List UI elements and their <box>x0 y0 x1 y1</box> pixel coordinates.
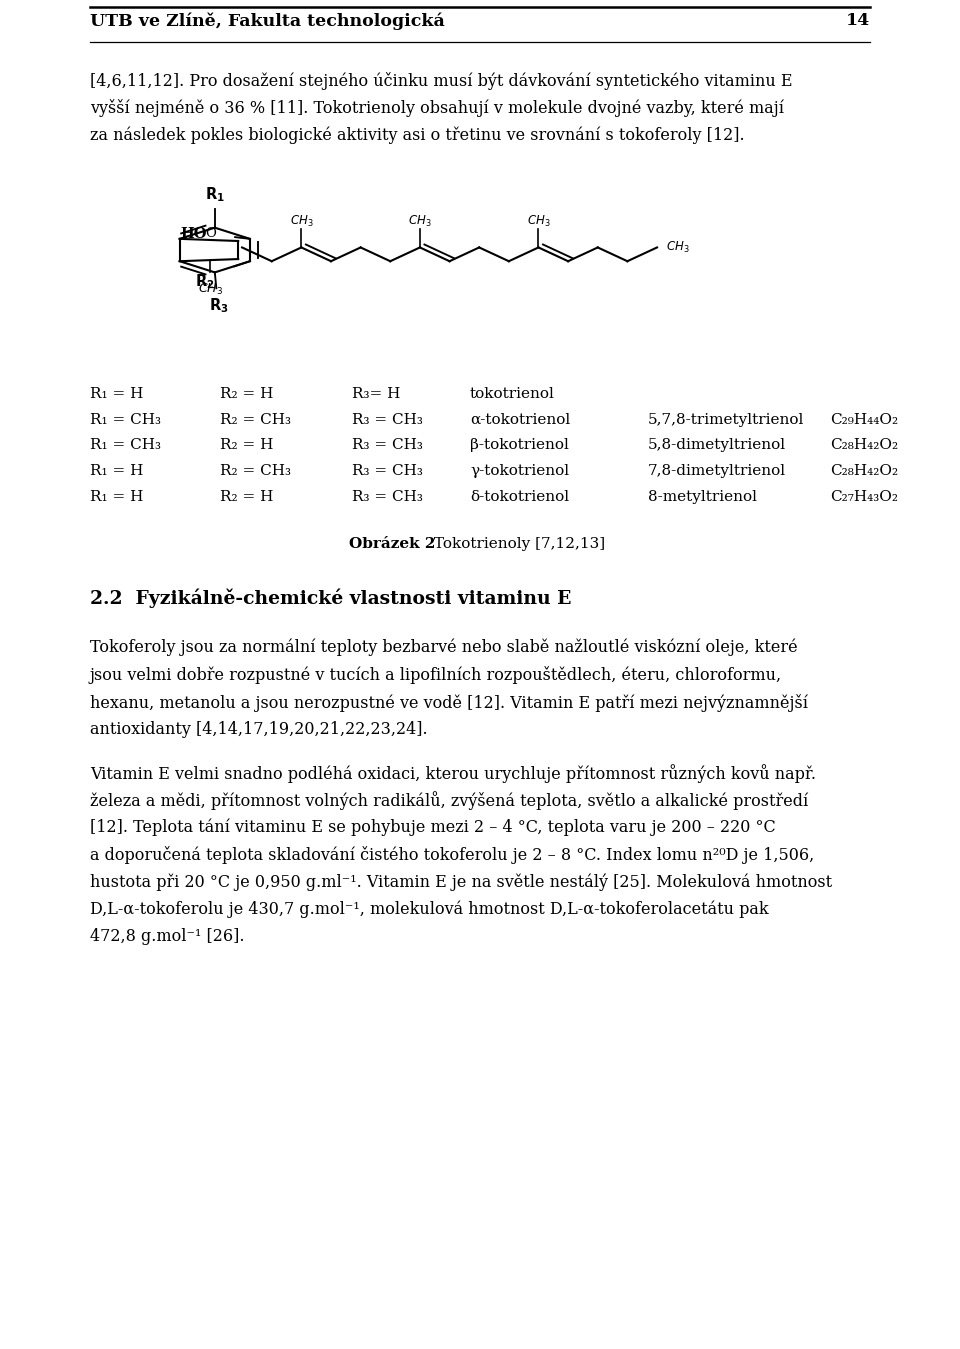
Text: R₂ = H: R₂ = H <box>220 387 274 401</box>
Text: hustota při 20 °C je 0,950 g.ml⁻¹. Vitamin E je na světle nestálý [25]. Molekulo: hustota při 20 °C je 0,950 g.ml⁻¹. Vitam… <box>90 874 832 892</box>
Text: R₂ = H: R₂ = H <box>220 438 274 452</box>
Text: $\mathbf{R_1}$: $\mathbf{R_1}$ <box>204 185 225 204</box>
Text: $CH_3$: $CH_3$ <box>527 213 550 228</box>
Text: C₂₈H₄₂O₂: C₂₈H₄₂O₂ <box>830 464 899 478</box>
Text: C₂₈H₄₂O₂: C₂₈H₄₂O₂ <box>830 438 899 452</box>
Text: za následek pokles biologické aktivity asi o třetinu ve srovnání s tokoferoly [1: za následek pokles biologické aktivity a… <box>90 127 745 144</box>
Text: R₁ = CH₃: R₁ = CH₃ <box>90 413 161 426</box>
Text: jsou velmi dobře rozpustné v tucích a lipofilních rozpouštědlech, éteru, chlorof: jsou velmi dobře rozpustné v tucích a li… <box>90 666 782 684</box>
Text: R₂ = CH₃: R₂ = CH₃ <box>220 464 291 478</box>
Text: D,L-α-tokoferolu je 430,7 g.mol⁻¹, molekulová hmotnost D,L-α-tokoferolacetátu pa: D,L-α-tokoferolu je 430,7 g.mol⁻¹, molek… <box>90 901 769 919</box>
Text: δ-tokotrienol: δ-tokotrienol <box>470 490 569 503</box>
Text: Obrázek 2: Obrázek 2 <box>348 537 435 552</box>
Text: 8-metyltrienol: 8-metyltrienol <box>648 490 757 503</box>
Text: R₂ = CH₃: R₂ = CH₃ <box>220 413 291 426</box>
Text: 472,8 g.mol⁻¹ [26].: 472,8 g.mol⁻¹ [26]. <box>90 928 245 946</box>
Text: Tokotrienoly [7,12,13]: Tokotrienoly [7,12,13] <box>428 537 605 552</box>
Text: R₁ = H: R₁ = H <box>90 387 143 401</box>
Text: R₁ = CH₃: R₁ = CH₃ <box>90 438 161 452</box>
Text: Tokoferoly jsou za normální teploty bezbarvé nebo slabě nažloutlé viskózní oleje: Tokoferoly jsou za normální teploty bezb… <box>90 638 798 656</box>
Text: $CH_3$: $CH_3$ <box>198 282 223 297</box>
Text: R₁ = H: R₁ = H <box>90 490 143 503</box>
Text: β-tokotrienol: β-tokotrienol <box>470 438 569 452</box>
Text: UTB ve Zlíně, Fakulta technologická: UTB ve Zlíně, Fakulta technologická <box>90 12 444 30</box>
Text: 7,8-dimetyltrienol: 7,8-dimetyltrienol <box>648 464 786 478</box>
Text: R₃ = CH₃: R₃ = CH₃ <box>352 490 422 503</box>
Text: $\mathbf{R_3}$: $\mathbf{R_3}$ <box>209 295 228 314</box>
Text: vyšší nejméně o 36 % [11]. Tokotrienoly obsahují v molekule dvojné vazby, které : vyšší nejméně o 36 % [11]. Tokotrienoly … <box>90 100 784 117</box>
Text: $CH_3$: $CH_3$ <box>666 240 690 255</box>
Text: $\mathbf{R_2}$: $\mathbf{R_2}$ <box>195 272 215 290</box>
Text: $CH_3$: $CH_3$ <box>290 213 313 228</box>
Text: 5,7,8-trimetyltrienol: 5,7,8-trimetyltrienol <box>648 413 804 426</box>
Text: R₃ = CH₃: R₃ = CH₃ <box>352 413 422 426</box>
Text: a doporučená teplota skladování čistého tokoferolu je 2 – 8 °C. Index lomu n²⁰D : a doporučená teplota skladování čistého … <box>90 846 814 865</box>
Text: R₃ = CH₃: R₃ = CH₃ <box>352 464 422 478</box>
Text: antioxidanty [4,14,17,19,20,21,22,23,24].: antioxidanty [4,14,17,19,20,21,22,23,24]… <box>90 722 427 738</box>
Text: O: O <box>205 228 216 240</box>
Text: tokotrienol: tokotrienol <box>470 387 555 401</box>
Text: γ-tokotrienol: γ-tokotrienol <box>470 464 569 478</box>
Text: 2.2  Fyzikálně-chemické vlastnosti vitaminu E: 2.2 Fyzikálně-chemické vlastnosti vitami… <box>90 588 571 608</box>
Text: Vitamin E velmi snadno podléhá oxidaci, kterou urychluje přítomnost různých kovů: Vitamin E velmi snadno podléhá oxidaci, … <box>90 764 816 782</box>
Text: [12]. Teplota tání vitaminu E se pohybuje mezi 2 – 4 °C, teplota varu je 200 – 2: [12]. Teplota tání vitaminu E se pohybuj… <box>90 819 776 836</box>
Text: 5,8-dimetyltrienol: 5,8-dimetyltrienol <box>648 438 786 452</box>
Text: 14: 14 <box>846 12 870 28</box>
Text: α-tokotrienol: α-tokotrienol <box>470 413 570 426</box>
Text: hexanu, metanolu a jsou nerozpustné ve vodě [12]. Vitamin E patří mezi nejvýznam: hexanu, metanolu a jsou nerozpustné ve v… <box>90 693 808 711</box>
Text: R₁ = H: R₁ = H <box>90 464 143 478</box>
Text: HO: HO <box>180 227 207 240</box>
Text: R₂ = H: R₂ = H <box>220 490 274 503</box>
Text: železa a mědi, přítomnost volných radikálů, zvýšená teplota, světlo a alkalické : železa a mědi, přítomnost volných radiká… <box>90 791 808 809</box>
Text: $CH_3$: $CH_3$ <box>408 213 432 228</box>
Text: C₂₉H₄₄O₂: C₂₉H₄₄O₂ <box>830 413 899 426</box>
Text: [4,6,11,12]. Pro dosažení stejného účinku musí být dávkování syntetického vitami: [4,6,11,12]. Pro dosažení stejného účink… <box>90 71 793 90</box>
Text: C₂₇H₄₃O₂: C₂₇H₄₃O₂ <box>830 490 898 503</box>
Text: R₃ = CH₃: R₃ = CH₃ <box>352 438 422 452</box>
Text: R₃= H: R₃= H <box>352 387 400 401</box>
